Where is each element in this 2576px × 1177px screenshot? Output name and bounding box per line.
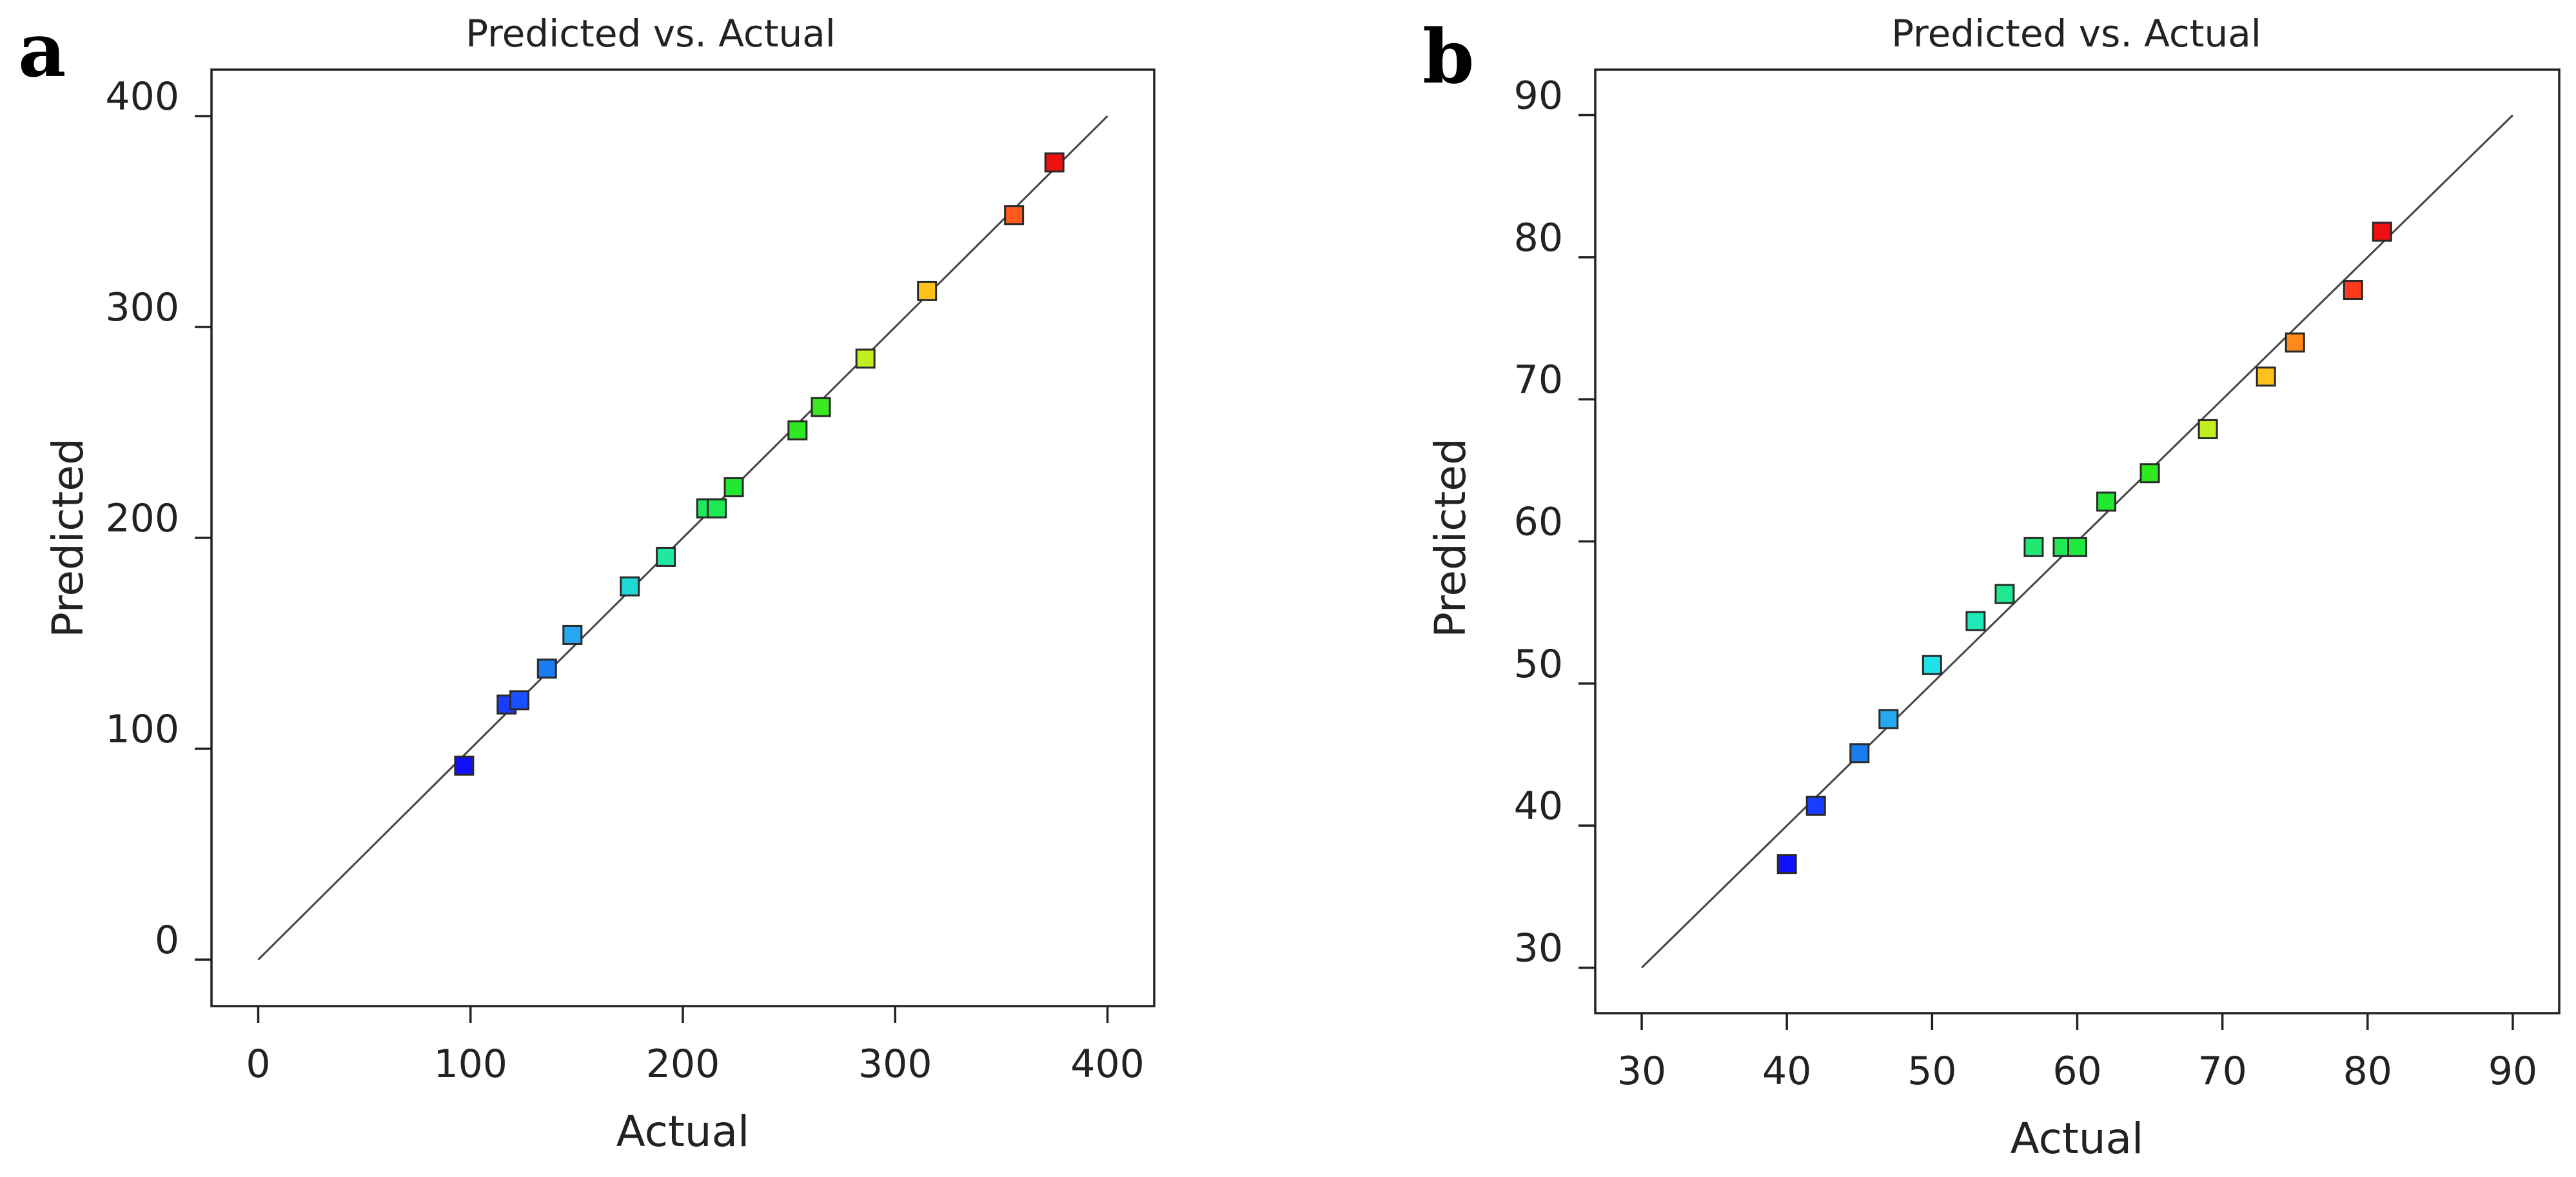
data-point bbox=[1044, 152, 1065, 173]
y-tick-label: 200 bbox=[105, 496, 179, 541]
data-point bbox=[2096, 491, 2117, 512]
data-point bbox=[620, 576, 640, 597]
data-point bbox=[1849, 743, 1870, 764]
data-point bbox=[1878, 709, 1899, 729]
data-point bbox=[536, 658, 557, 679]
data-point bbox=[2023, 537, 2044, 557]
panel-b-y-axis-label: Predicted bbox=[1426, 438, 1475, 638]
y-tick-label: 300 bbox=[105, 285, 179, 330]
data-point bbox=[1994, 584, 2015, 604]
panel-b: b Predicted vs. Actual 30 40 50 60 70 80 90 30… bbox=[1422, 12, 2561, 1163]
x-tick-label: 70 bbox=[2197, 1049, 2247, 1094]
data-point bbox=[1004, 205, 1025, 226]
data-point bbox=[1922, 655, 1942, 675]
panel-b-y-ticks: 30 40 50 60 70 80 90 bbox=[1514, 74, 1595, 971]
data-point bbox=[509, 690, 529, 711]
y-tick-label: 50 bbox=[1514, 642, 1563, 687]
data-point bbox=[2067, 537, 2087, 557]
data-point bbox=[855, 348, 876, 369]
panel-a-y-ticks: 0 100 200 300 400 bbox=[105, 74, 211, 963]
y-tick-label: 40 bbox=[1514, 784, 1563, 829]
panel-b-letter: b bbox=[1422, 14, 1474, 101]
panel-a-y-axis-label: Predicted bbox=[43, 438, 93, 638]
panel-a-x-ticks: 0 100 200 300 400 bbox=[246, 1006, 1145, 1087]
panel-b-points bbox=[1776, 221, 2392, 875]
y-tick-label: 30 bbox=[1514, 925, 1563, 971]
panel-a-x-axis-label: Actual bbox=[616, 1107, 750, 1156]
data-point bbox=[723, 477, 744, 498]
x-tick-label: 60 bbox=[2052, 1049, 2101, 1094]
x-tick-label: 200 bbox=[646, 1042, 720, 1087]
x-tick-label: 80 bbox=[2343, 1049, 2392, 1094]
data-point bbox=[454, 755, 475, 776]
data-point bbox=[2372, 221, 2392, 242]
panel-a-letter: a bbox=[18, 7, 66, 94]
x-tick-label: 100 bbox=[433, 1042, 507, 1087]
y-tick-label: 60 bbox=[1514, 500, 1563, 545]
x-tick-label: 300 bbox=[858, 1042, 932, 1087]
x-tick-label: 90 bbox=[2488, 1049, 2537, 1094]
data-point bbox=[787, 420, 808, 440]
y-tick-label: 70 bbox=[1514, 357, 1563, 402]
data-point bbox=[1805, 795, 1826, 816]
x-tick-label: 0 bbox=[246, 1042, 270, 1087]
data-point bbox=[811, 397, 831, 417]
data-point bbox=[707, 498, 727, 519]
panel-a-reference-line bbox=[257, 115, 1108, 961]
data-point bbox=[2285, 332, 2305, 353]
x-tick-label: 30 bbox=[1617, 1049, 1666, 1094]
data-point bbox=[2197, 419, 2218, 439]
panel-a-points bbox=[454, 152, 1065, 776]
panel-a-title: Predicted vs. Actual bbox=[466, 12, 836, 55]
x-tick-label: 50 bbox=[1907, 1049, 1956, 1094]
data-point bbox=[562, 624, 583, 645]
data-point bbox=[2139, 463, 2160, 484]
data-point bbox=[1776, 854, 1797, 875]
y-tick-label: 90 bbox=[1514, 74, 1563, 119]
y-tick-label: 400 bbox=[105, 74, 179, 119]
panel-b-x-axis-label: Actual bbox=[2011, 1114, 2144, 1163]
data-point bbox=[2256, 366, 2276, 387]
data-point bbox=[2343, 280, 2363, 301]
y-tick-label: 100 bbox=[105, 707, 179, 752]
x-tick-label: 400 bbox=[1070, 1042, 1145, 1087]
x-tick-label: 40 bbox=[1762, 1049, 1811, 1094]
panel-b-title: Predicted vs. Actual bbox=[1891, 12, 2261, 55]
data-point bbox=[1965, 611, 1986, 631]
panel-a: a Predicted vs. Actual 0 100 200 300 400 0 10… bbox=[18, 7, 1155, 1156]
y-tick-label: 80 bbox=[1514, 215, 1563, 261]
data-point bbox=[656, 546, 676, 567]
data-point bbox=[917, 281, 938, 301]
y-tick-label: 0 bbox=[155, 918, 179, 963]
panel-b-x-ticks: 30 40 50 60 70 80 90 bbox=[1617, 1013, 2537, 1094]
